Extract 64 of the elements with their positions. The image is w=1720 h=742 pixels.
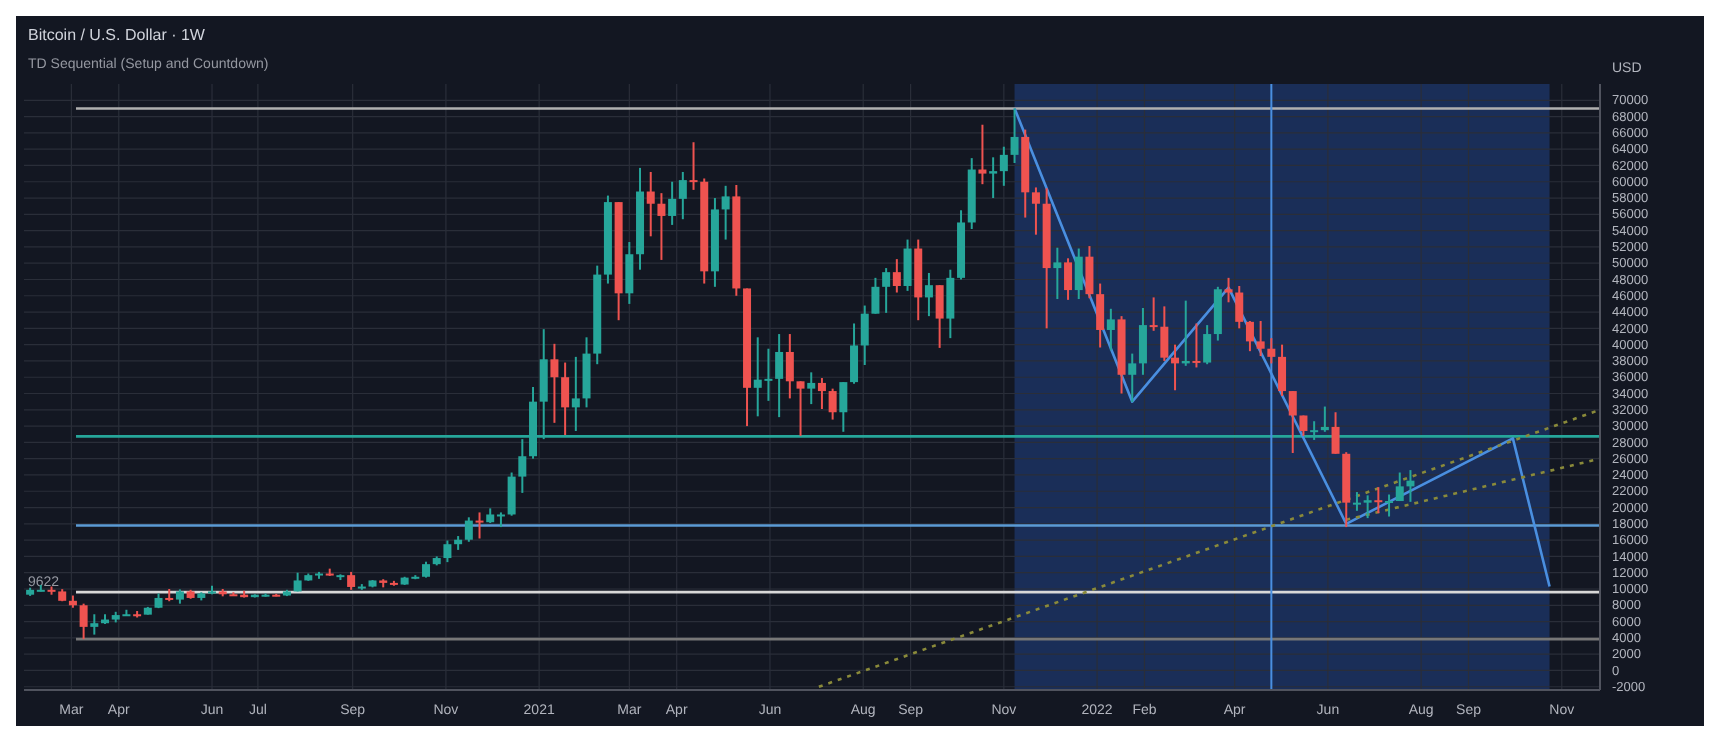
candlestick [978,123,987,186]
candlestick [668,180,677,226]
candlestick [1288,390,1297,454]
candlestick [561,361,570,437]
candlestick [1064,257,1073,301]
candlestick [625,241,634,305]
candlestick [1245,320,1254,353]
candlestick [1267,337,1276,365]
candlestick [646,170,655,238]
candlestick [1256,320,1265,358]
candlestick [850,322,859,385]
candlestick [807,371,816,406]
candlestick [882,267,891,314]
candlestick [903,238,912,292]
candlestick [1128,352,1137,404]
candlestick [1224,276,1233,304]
candlestick [1085,245,1094,300]
candlestick [1138,306,1147,376]
candlestick [999,145,1008,187]
candlestick [689,141,698,191]
candlestick [924,271,933,318]
candlestick [1096,282,1105,349]
candlestick [1363,494,1372,520]
candlestick [1160,305,1169,362]
candlestick [785,333,794,400]
candlestick [1352,491,1361,512]
candlestick [90,613,99,636]
candlestick [1395,471,1404,503]
candlestick [775,333,784,419]
candlestick [796,380,805,437]
candlestick [1192,322,1201,369]
candlestick [860,304,869,367]
candlestick [550,342,559,424]
candlestick [464,516,473,543]
candlestick [1213,285,1222,342]
candlestick [828,387,837,421]
candlestick [678,170,687,221]
candlestick [1149,296,1158,332]
candlestick [1031,186,1040,236]
candlestick [571,355,580,432]
candlestick [443,539,452,564]
candlestick [582,336,591,409]
candlestick [1374,486,1383,515]
candlestick [1385,493,1394,518]
candlestick [892,258,901,294]
candlestick [721,184,730,241]
candlestick [1053,246,1062,301]
chart-title: Bitcoin / U.S. Dollar · 1W [28,26,206,44]
candlestick [79,602,88,641]
candlestick [1278,343,1287,397]
candlestick [1235,285,1244,330]
candlestick [1010,107,1019,165]
candlestick [1331,411,1340,455]
candlestick [507,471,516,517]
candlestick [946,268,955,340]
candlestick [871,276,880,315]
candlestick [935,284,944,349]
candlestick [657,192,666,261]
candlestick [1106,307,1115,352]
candlestick [1074,247,1083,301]
candlestick [475,511,484,540]
candlestick [989,156,998,200]
candlestick [817,377,826,410]
candlestick [1203,324,1212,366]
